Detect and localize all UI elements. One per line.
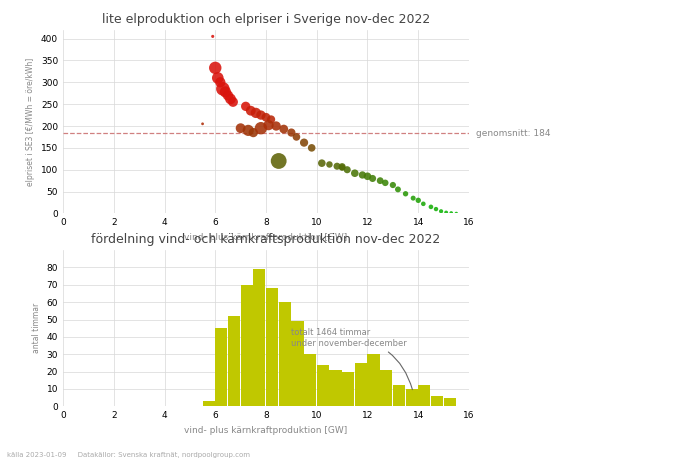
Bar <box>279 302 291 406</box>
Point <box>220 88 231 95</box>
Bar <box>215 328 228 406</box>
Point <box>243 127 254 134</box>
Point <box>273 157 284 165</box>
Point <box>260 113 272 121</box>
Bar <box>418 386 430 406</box>
Bar <box>228 316 240 406</box>
Bar <box>304 354 316 406</box>
X-axis label: vind- plus kärnkraftproduktion [GW]: vind- plus kärnkraftproduktion [GW] <box>184 425 348 435</box>
Bar <box>431 396 443 406</box>
Point <box>357 171 368 179</box>
Point <box>256 124 267 132</box>
Point <box>265 116 276 123</box>
Point <box>217 85 228 93</box>
Point <box>223 92 234 99</box>
Bar <box>444 397 456 406</box>
Bar <box>368 354 379 406</box>
Bar <box>393 386 405 406</box>
Point <box>387 181 398 189</box>
Point <box>337 163 348 170</box>
Point <box>225 95 236 102</box>
Text: totalt 1464 timmar
under november-december: totalt 1464 timmar under november-decemb… <box>291 328 412 390</box>
Y-axis label: elpriset i SE3 [€/MWh = öre/kWh]: elpriset i SE3 [€/MWh = öre/kWh] <box>27 57 35 186</box>
Point <box>286 129 297 136</box>
Point <box>240 103 251 110</box>
Point <box>426 203 437 211</box>
Point <box>212 74 223 82</box>
Point <box>418 200 429 207</box>
Point <box>250 109 261 117</box>
Point <box>298 139 309 146</box>
Title: fördelning vind- och kärnkraftsproduktion nov-dec 2022: fördelning vind- och kärnkraftsproduktio… <box>92 233 440 246</box>
Point <box>430 205 442 213</box>
Bar <box>380 370 393 406</box>
Point <box>451 210 462 217</box>
Point <box>337 164 348 171</box>
Bar <box>355 363 367 406</box>
Bar <box>316 364 329 406</box>
Point <box>440 209 452 216</box>
Point <box>407 195 419 202</box>
Point <box>256 112 267 119</box>
Point <box>263 122 274 129</box>
Text: källa 2023-01-09     Datakällor: Svenska kraftnät, nordpoolgroup.com: källa 2023-01-09 Datakällor: Svenska kra… <box>7 452 250 458</box>
Point <box>306 144 317 151</box>
Y-axis label: antal timmar: antal timmar <box>32 303 41 353</box>
Point <box>342 166 353 174</box>
Bar <box>291 321 304 406</box>
Point <box>215 78 226 86</box>
Point <box>228 98 239 106</box>
Bar <box>266 288 278 406</box>
Point <box>379 179 391 186</box>
X-axis label: vind- plus kärnkraftproduktion [GW]: vind- plus kärnkraftproduktion [GW] <box>184 233 348 242</box>
Point <box>412 196 423 204</box>
Point <box>316 159 328 167</box>
Text: genomsnitt: 184: genomsnitt: 184 <box>476 129 550 138</box>
Point <box>392 186 403 193</box>
Point <box>435 207 447 215</box>
Point <box>245 107 256 114</box>
Point <box>446 209 457 217</box>
Point <box>290 133 302 140</box>
Title: lite elproduktion och elpriser i Sverige nov-dec 2022: lite elproduktion och elpriser i Sverige… <box>102 13 430 26</box>
Point <box>209 64 220 72</box>
Point <box>324 161 335 168</box>
Point <box>349 169 360 177</box>
Point <box>197 120 208 128</box>
Bar <box>405 389 418 406</box>
Bar <box>241 285 253 406</box>
Point <box>374 177 386 185</box>
Point <box>248 129 259 136</box>
Bar <box>253 269 265 406</box>
Point <box>235 124 246 132</box>
Point <box>270 123 281 130</box>
Point <box>400 190 411 197</box>
Point <box>278 125 289 133</box>
Bar <box>330 370 342 406</box>
Point <box>367 175 378 182</box>
Point <box>362 173 373 180</box>
Bar <box>202 401 215 406</box>
Point <box>207 33 218 40</box>
Point <box>331 162 342 170</box>
Bar <box>342 371 354 406</box>
